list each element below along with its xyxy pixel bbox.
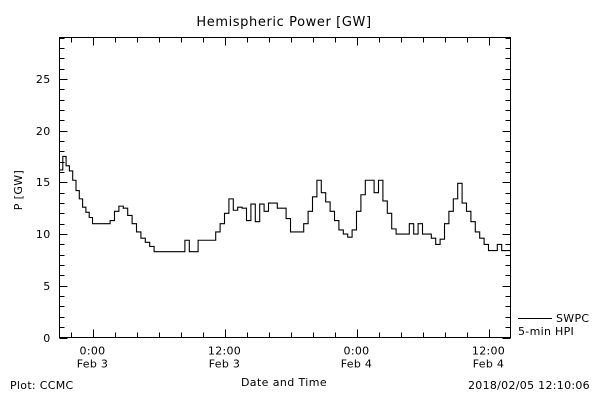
plot-frame [58,36,512,339]
y-tick-label: 25 [36,73,51,86]
y-tick-label: 20 [36,125,51,138]
chart-title: Hemispheric Power [GW] [196,15,371,30]
x-tick-label-time: 0:00 [344,345,370,358]
x-axis-ticks [70,37,491,338]
y-tick-label: 15 [36,176,51,189]
y-tick-label: 5 [43,280,50,293]
legend-label-name: SWPC [556,312,589,325]
y-tick-label: 10 [36,228,51,241]
plot-credit: Plot: CCMC [10,379,73,392]
x-tick-label-time: 12:00 [472,345,505,358]
x-tick-label-date: Feb 3 [209,358,240,371]
y-axis-tick-labels: 0 5 10 15 20 25 [36,73,51,345]
x-tick-label-time: 0:00 [80,345,106,358]
x-tick-label-date: Feb 3 [77,358,108,371]
data-series-swpc-hpi [59,155,511,253]
x-axis-label: Date and Time [241,376,327,389]
y-axis-label: P [GW] [12,170,25,211]
y-tick-label: 0 [43,332,50,345]
legend-label-detail: 5-min HPI [518,325,574,338]
y-axis-ticks [59,37,511,340]
x-tick-label-date: Feb 4 [473,358,504,371]
legend: SWPC 5-min HPI [518,312,589,338]
plot-timestamp: 2018/02/05 12:10:06 [468,379,590,392]
x-tick-label-time: 12:00 [208,345,241,358]
x-tick-label-date: Feb 4 [341,358,372,371]
